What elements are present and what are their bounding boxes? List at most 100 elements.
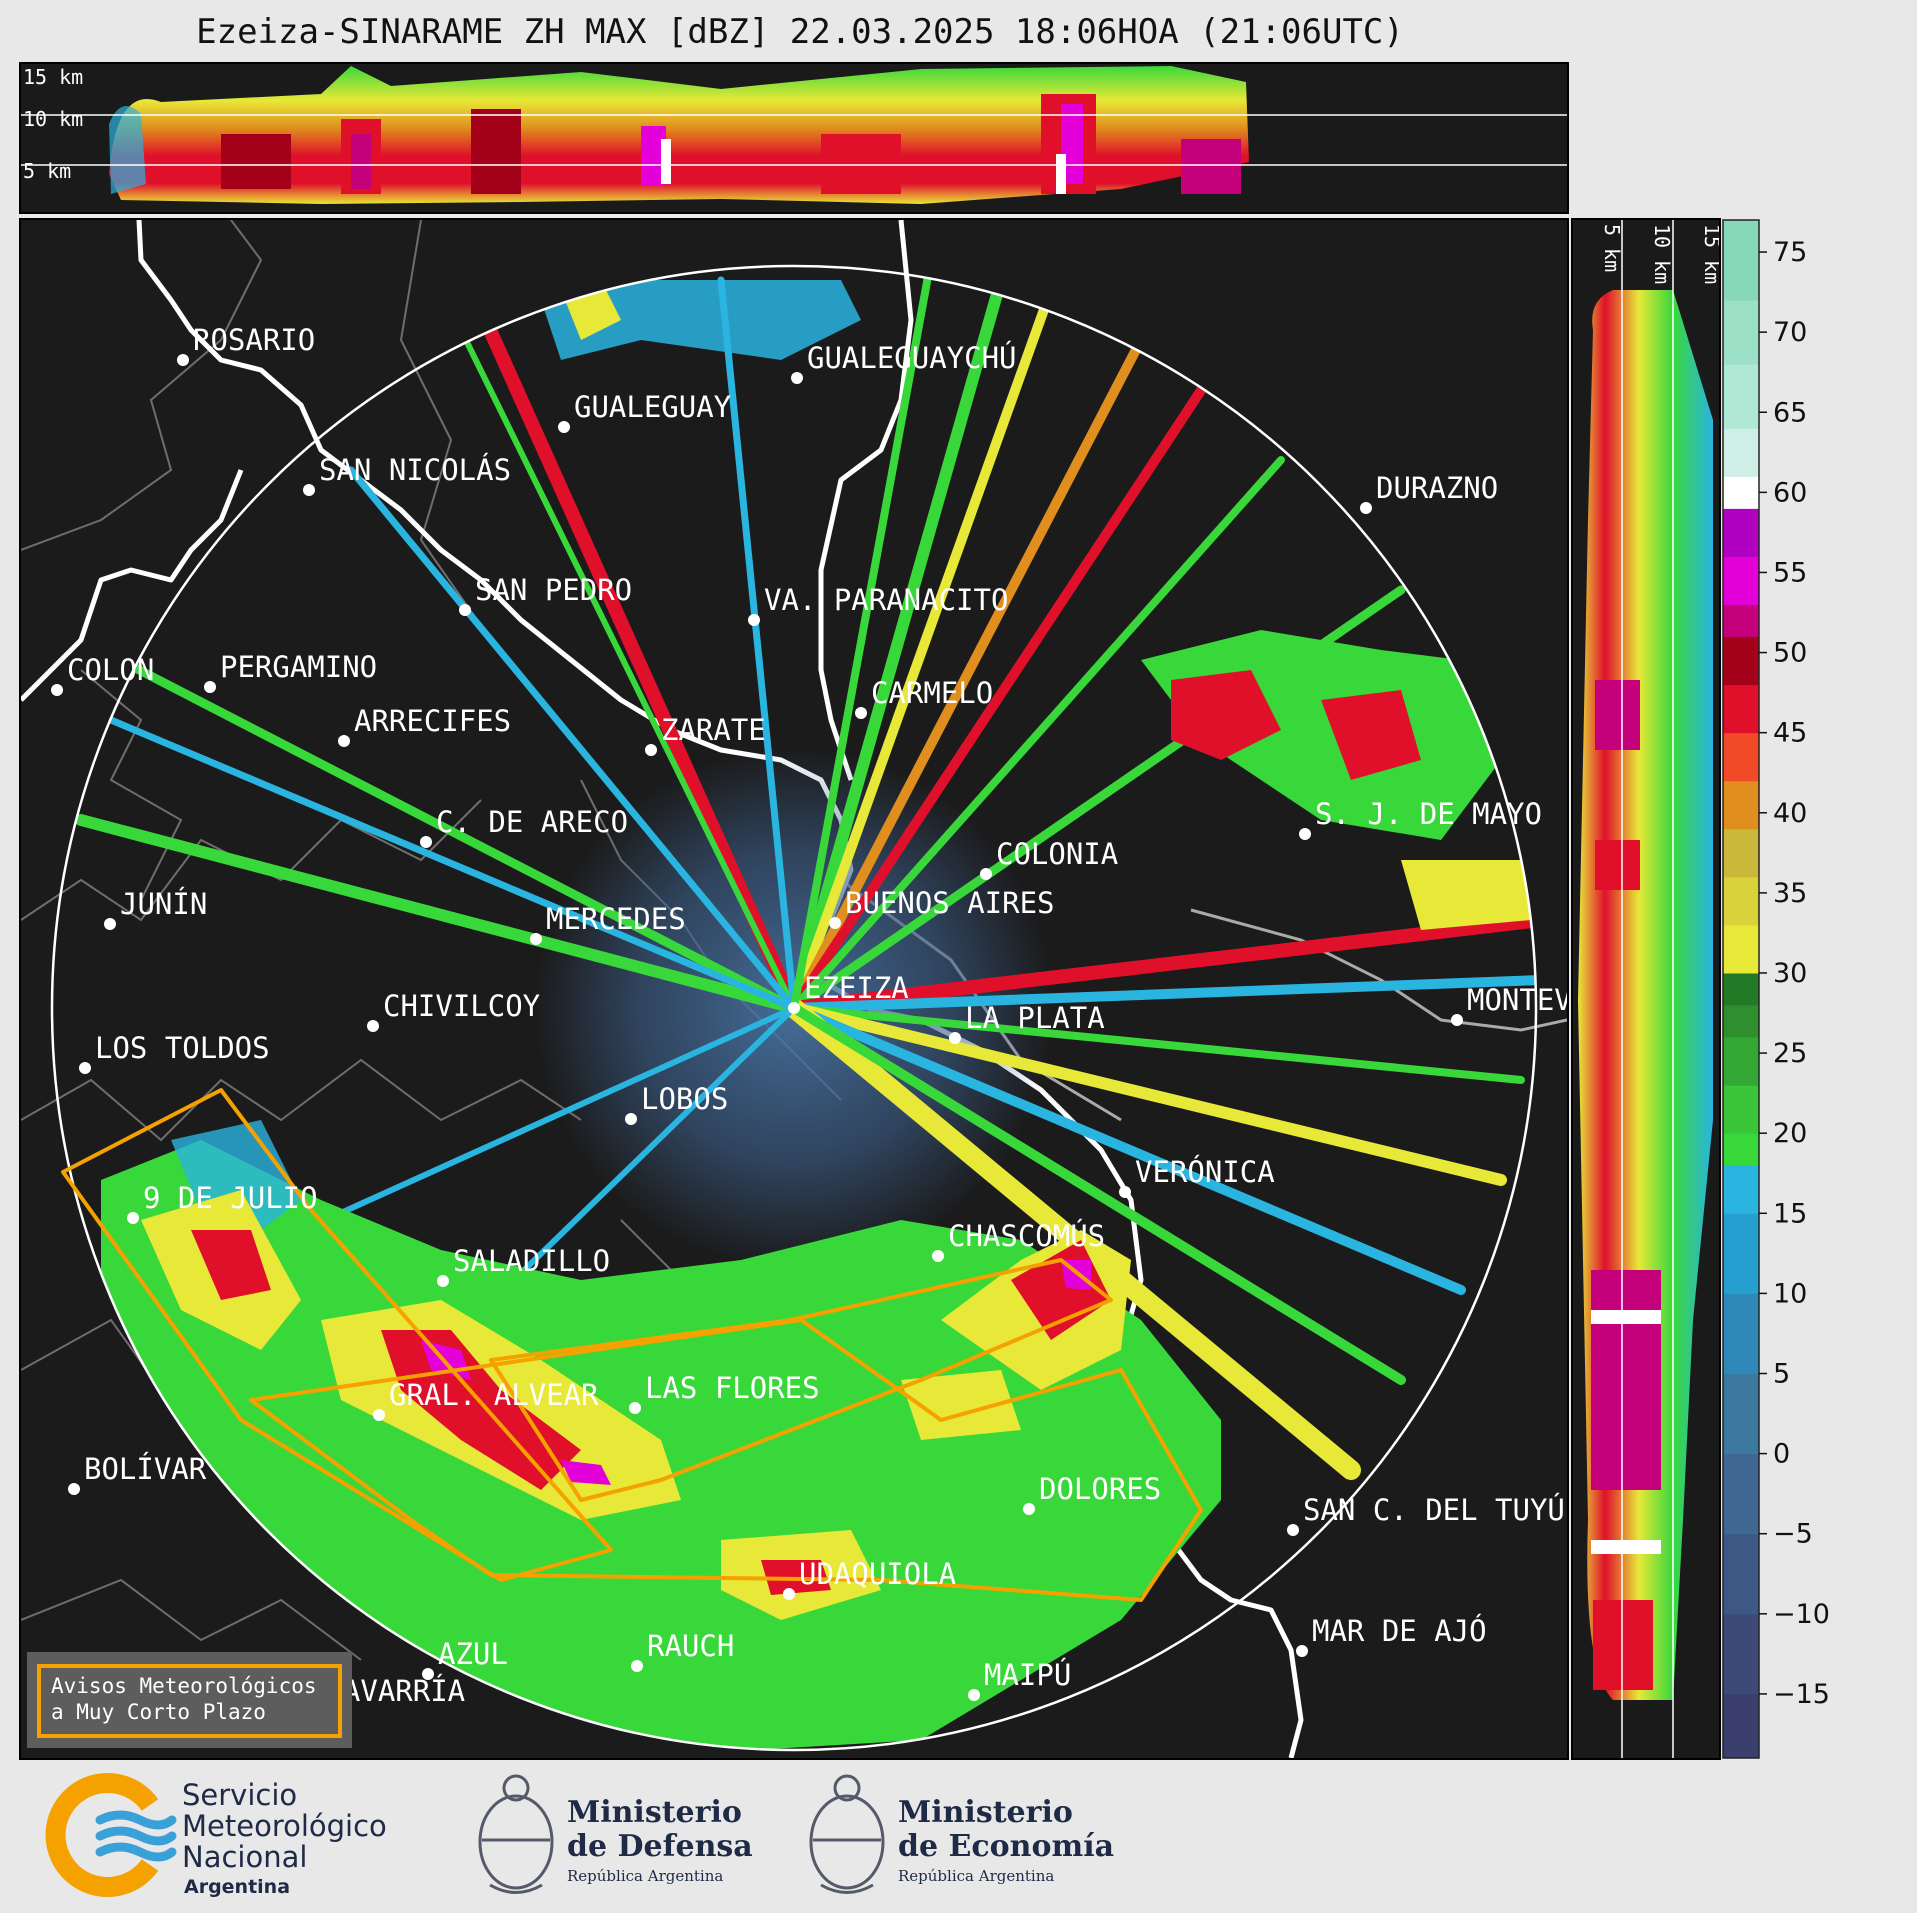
smn-line-3: Nacional (182, 1840, 307, 1874)
city-dot[interactable] (437, 1275, 449, 1287)
warning-legend-box: Avisos Meteorológicos a Muy Corto Plazo (37, 1664, 342, 1738)
city-dot[interactable] (631, 1660, 643, 1672)
national-shield-icon (478, 1774, 554, 1894)
city-dot[interactable] (1023, 1503, 1035, 1515)
city-dot[interactable] (625, 1113, 637, 1125)
city-label: COLONIA (996, 837, 1118, 871)
top-core-magenta (1181, 139, 1241, 194)
city-dot[interactable] (1299, 828, 1311, 840)
city-dot[interactable] (459, 604, 471, 616)
city-label: CHIVILCOY (383, 989, 540, 1023)
footer: Servicio Meteorológico Nacional Argentin… (0, 1760, 1917, 1909)
city-dot[interactable] (558, 421, 570, 433)
city-label: LOS TOLDOS (95, 1031, 270, 1065)
city-dot[interactable] (367, 1020, 379, 1032)
colorbar-tick-label: 20 (1773, 1118, 1807, 1149)
city-dot[interactable] (303, 484, 315, 496)
city-dot[interactable] (968, 1689, 980, 1701)
colorbar-band (1723, 604, 1759, 638)
city-dot[interactable] (645, 744, 657, 756)
colorbar-tick-label: 65 (1773, 397, 1807, 428)
city-dot[interactable] (51, 684, 63, 696)
top-cross-section-svg: 15 km 10 km 5 km (21, 65, 1567, 204)
economia-line-1: Ministerio (898, 1795, 1073, 1830)
city-label: SAN C. DEL TUYÚ (1303, 1493, 1565, 1527)
colorbar-band (1723, 1373, 1759, 1455)
city-label: GRAL. ALVEAR (389, 1378, 599, 1412)
colorbar-tick-label: −10 (1773, 1599, 1830, 1630)
smn-line-2: Meteorológico (182, 1809, 387, 1843)
colorbar-tick-label: 0 (1773, 1439, 1790, 1470)
city-dot[interactable] (748, 614, 760, 626)
defensa-line-3: República Argentina (567, 1867, 723, 1885)
colorbar-band (1723, 428, 1759, 477)
city-dot[interactable] (1296, 1645, 1308, 1657)
city-dot[interactable] (204, 681, 216, 693)
city-dot[interactable] (1119, 1186, 1131, 1198)
city-label: VERÓNICA (1135, 1155, 1275, 1189)
city-dot[interactable] (1287, 1524, 1299, 1536)
city-dot[interactable] (530, 933, 542, 945)
city-label: EZEIZA (804, 971, 909, 1005)
city-label: LOBOS (641, 1082, 728, 1116)
city-label: S. J. DE MAYO (1315, 797, 1542, 831)
echo-east-core (1171, 670, 1281, 760)
city-dot[interactable] (949, 1032, 961, 1044)
city-label: MONTEV (1467, 983, 1567, 1017)
colorbar-band (1723, 1693, 1759, 1759)
radial-spokes (75, 266, 1536, 1480)
colorbar-tick-label: 40 (1773, 798, 1807, 829)
colorbar-tick-label: 70 (1773, 317, 1807, 348)
city-dot[interactable] (855, 707, 867, 719)
city-dot[interactable] (783, 1588, 795, 1600)
city-label: ARRECIFES (354, 704, 511, 738)
city-dot[interactable] (177, 354, 189, 366)
echo-se-core (901, 1370, 1021, 1440)
colorbar-band (1723, 300, 1759, 365)
city-label: AZUL (438, 1637, 508, 1671)
city-dot[interactable] (932, 1250, 944, 1262)
defensa-line-1: Ministerio (567, 1795, 742, 1830)
colorbar-tick-label: 50 (1773, 638, 1807, 669)
city-dot[interactable] (373, 1409, 385, 1421)
city-dot[interactable] (788, 1002, 800, 1014)
colorbar-band (1723, 508, 1759, 557)
city-label: SALADILLO (453, 1244, 610, 1278)
side-core-magenta (1595, 680, 1640, 750)
city-dot[interactable] (79, 1062, 91, 1074)
city-dot[interactable] (629, 1402, 641, 1414)
defensa-line-2: de Defensa (567, 1829, 753, 1864)
radar-map[interactable]: ROSARIO GUALEGUAYCHÚ GUALEGUAY SAN NICOL… (19, 218, 1569, 1760)
city-dot[interactable] (791, 372, 803, 384)
city-dot[interactable] (127, 1212, 139, 1224)
warning-polygons (61, 1088, 1203, 1602)
city-dot[interactable] (420, 836, 432, 848)
city-dot[interactable] (1451, 1014, 1463, 1026)
top-core (221, 134, 291, 189)
footer-logos: Servicio Meteorológico Nacional Argentin… (45, 1773, 1114, 1898)
economia-line-2: de Economía (898, 1829, 1114, 1864)
radar-map-svg: ROSARIO GUALEGUAYCHÚ GUALEGUAY SAN NICOL… (21, 220, 1567, 1758)
city-label: MAR DE AJÓ (1312, 1614, 1487, 1648)
city-dot[interactable] (338, 735, 350, 747)
city-label: LAS FLORES (645, 1371, 820, 1405)
city-dot[interactable] (1360, 502, 1372, 514)
city-label: VA. PARANACITO (764, 583, 1008, 617)
top-alt-label-5: 5 km (23, 159, 71, 183)
top-echo-band (109, 66, 1249, 204)
echo-south-core-magenta (561, 1460, 611, 1485)
city-dot[interactable] (68, 1483, 80, 1495)
city-dot[interactable] (980, 868, 992, 880)
colorbar-frame (1722, 219, 1760, 1759)
city-label: CHASCOMÚS (948, 1219, 1105, 1253)
legend-line-2: a Muy Corto Plazo (51, 1700, 266, 1724)
city-label: DURAZNO (1376, 471, 1498, 505)
top-alt-label-15: 15 km (23, 65, 83, 89)
city-dot[interactable] (422, 1668, 434, 1680)
colorbar-band (1723, 1533, 1759, 1615)
city-dot[interactable] (104, 918, 116, 930)
colorbar-band (1723, 636, 1759, 686)
colorbar-band (1723, 1613, 1759, 1695)
city-label: PERGAMINO (220, 650, 377, 684)
city-dot[interactable] (829, 917, 841, 929)
